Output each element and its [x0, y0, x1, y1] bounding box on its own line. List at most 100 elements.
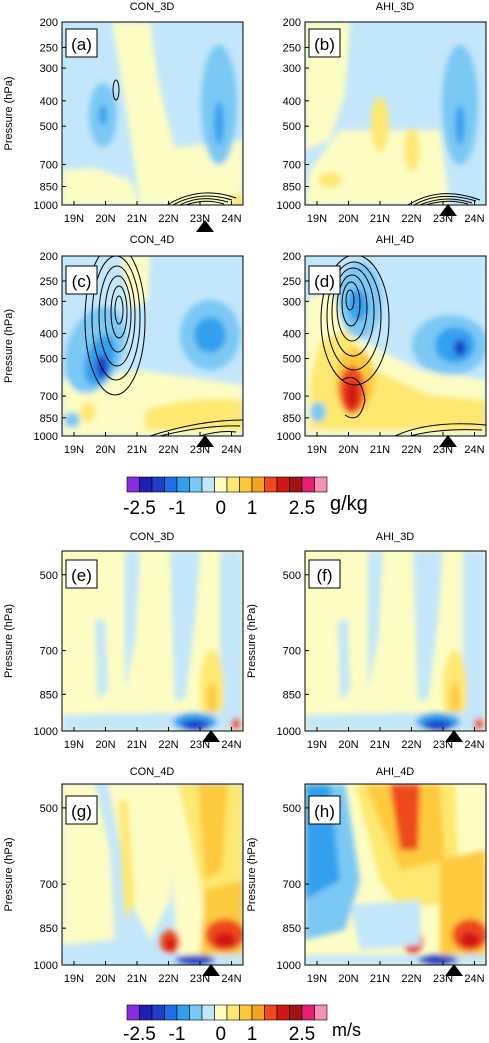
colorbar-swatch [139, 476, 153, 493]
panel-h-title: AHI_4D [376, 766, 415, 778]
colorbar-swatch [164, 1004, 178, 1021]
panel-c-title: CON_4D [130, 234, 175, 246]
panel-c-xtick-label: 21N [127, 444, 147, 456]
panel-d-xtick-label: 22N [401, 444, 421, 456]
panel-e-xtick-label: 21N [127, 739, 147, 751]
panel-c-ytick-label: 300 [40, 296, 58, 308]
panel-c-label-box: (c) [65, 265, 98, 295]
panel-e-field [62, 551, 243, 731]
colorbar-swatch [164, 476, 178, 493]
panel-b-ytick-label: 700 [283, 159, 301, 171]
colorbar-tick-label: 1 [247, 1024, 258, 1043]
panel-d-xtick-label: 21N [370, 444, 390, 456]
panel-b-field [305, 22, 486, 205]
colorbar-swatch [151, 476, 165, 493]
colorbar-swatch [264, 1004, 278, 1021]
panel-g-xtick-label: 21N [127, 973, 147, 985]
panel-a-ytick-label: 250 [40, 42, 58, 54]
colorbar-tick-label: 2.5 [289, 498, 315, 519]
panel-a-field [62, 22, 243, 205]
panel-a-ytick-label: 1000 [34, 200, 58, 212]
panel-b-xtick-label: 19N [307, 213, 327, 225]
panel-a-xtick-label: 23N [190, 213, 210, 225]
colorbar-humidity: -2.5 -1 0 1 2.5 g/kg [123, 476, 368, 519]
panel-g-label: (g) [71, 802, 92, 821]
panel-h-marker [445, 964, 463, 976]
colorbar-swatch [301, 476, 315, 493]
panel-d-ytick-label: 700 [283, 391, 301, 403]
panel-c-ytick-label: 200 [40, 251, 58, 263]
colorbar-swatch [276, 1004, 290, 1021]
panel-g-ytick-label: 850 [40, 923, 58, 935]
panel-f-ylabel: Pressure (hPa) [246, 604, 258, 678]
panel-b-xtick-label: 22N [401, 213, 421, 225]
colorbar-wind-units: m/s [332, 1020, 361, 1040]
panel-h: AHI_4D (h) [304, 766, 487, 976]
panel-d-label-box: (d) [308, 265, 341, 295]
panel-g-ytick-label: 700 [40, 879, 58, 891]
colorbar-swatch [289, 476, 303, 493]
colorbar-swatch [301, 1004, 315, 1021]
panel-e-ytick-label: 700 [40, 646, 58, 658]
panel-d-ytick-label: 200 [283, 251, 301, 263]
colorbar-swatch [264, 476, 278, 493]
panel-h-xtick-label: 19N [307, 973, 327, 985]
panel-f-ytick-label: 700 [283, 646, 301, 658]
panel-b: AHI_3D (b) [304, 1, 487, 216]
panel-c-ytick-label: 400 [40, 329, 58, 341]
colorbar-swatch [139, 1004, 153, 1021]
panel-c-ytick-label: 700 [40, 391, 58, 403]
panel-e-xtick-label: 23N [190, 739, 210, 751]
panel-b-label: (b) [314, 35, 335, 54]
colorbar-humidity-ticks: -2.5 -1 0 1 2.5 [123, 498, 315, 519]
panel-b-ytick-label: 400 [283, 96, 301, 108]
panel-a-label-box: (a) [65, 28, 98, 58]
panel-f-xtick-label: 19N [307, 739, 327, 751]
panel-c-label: (c) [72, 272, 92, 291]
colorbar-swatch [201, 1004, 215, 1021]
panel-g-ytick-label: 500 [40, 803, 58, 815]
panel-d-xtick-label: 23N [433, 444, 453, 456]
panel-d: AHI_4D [304, 234, 487, 447]
panel-e: CON_3D (e) [61, 531, 244, 742]
colorbar-swatch [214, 1004, 228, 1021]
panel-c-field [62, 256, 243, 436]
panel-h-xtick-label: 22N [401, 973, 421, 985]
panel-a-ytick-label: 400 [40, 96, 58, 108]
colorbar-tick-label: 0 [215, 498, 226, 519]
panel-g-ylabel: Pressure (hPa) [3, 838, 15, 912]
panel-e-xtick-label: 22N [158, 739, 178, 751]
panel-f-xtick-label: 21N [370, 739, 390, 751]
colorbar-humidity-swatches [126, 476, 328, 493]
panel-g-xtick-label: 19N [64, 973, 84, 985]
panel-e-ytick-label: 500 [40, 570, 58, 582]
panel-h-xtick-label: 23N [433, 973, 453, 985]
panel-a-xtick-label: 20N [95, 213, 115, 225]
panel-e-ytick-label: 1000 [34, 726, 58, 738]
colorbar-humidity-units: g/kg [330, 493, 368, 515]
colorbar-wind-ticks: -2.5 -1 0 1 2.5 [123, 1024, 315, 1043]
colorbar-wind-swatches [126, 1004, 328, 1021]
panel-h-label-box: (h) [308, 795, 341, 825]
colorbar-swatch [314, 476, 328, 493]
panel-c-xtick-label: 23N [190, 444, 210, 456]
panel-e-label: (e) [71, 566, 92, 585]
colorbar-tick-label: -2.5 [123, 1024, 156, 1043]
panel-c-marker [196, 435, 214, 447]
panel-g-xtick-label: 22N [158, 973, 178, 985]
colorbar-swatch [189, 476, 203, 493]
panel-e-ytick-label: 850 [40, 689, 58, 701]
panel-c-xtick-label: 24N [221, 444, 241, 456]
panel-e-ylabel: Pressure (hPa) [3, 604, 15, 678]
panel-h-xtick-label: 20N [338, 973, 358, 985]
panel-b-xtick-label: 23N [433, 213, 453, 225]
colorbar-swatch [314, 1004, 328, 1021]
panel-g-ytick-label: 1000 [34, 960, 58, 972]
colorbar-tick-label: -1 [169, 1024, 186, 1043]
panel-f-ytick-label: 500 [283, 570, 301, 582]
panel-d-ytick-label: 250 [283, 276, 301, 288]
panel-f-xtick-label: 20N [338, 739, 358, 751]
colorbar-tick-label: -1 [169, 498, 186, 519]
panel-b-ytick-label: 200 [283, 17, 301, 29]
